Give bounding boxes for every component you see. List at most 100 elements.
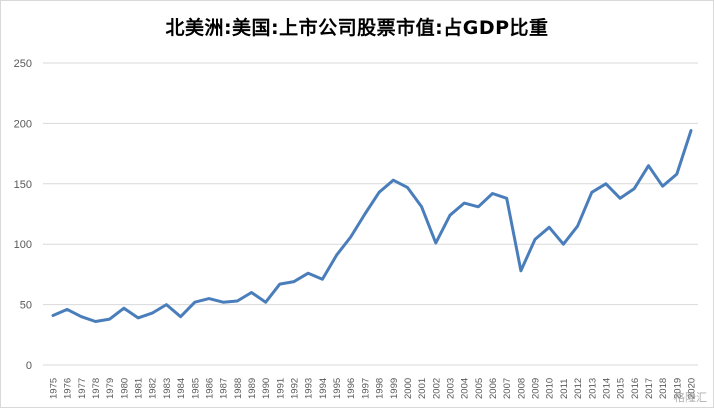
x-tick-label: 1978 [91,378,102,399]
data-point [463,201,466,205]
data-point [533,238,537,241]
x-tick-label: 2014 [601,378,612,399]
x-tick-label: 1981 [134,378,145,399]
data-point [576,224,579,228]
data-point [519,269,523,272]
x-tick-label: 1996 [346,378,357,399]
x-tick-label: 2008 [516,378,527,399]
data-point [193,301,196,304]
x-tick-label: 2002 [431,378,442,399]
data-point [590,191,593,194]
x-tick-label: 1979 [105,378,116,399]
series-line [51,129,693,323]
x-tick-label: 1976 [63,378,74,399]
x-tick-label: 1991 [275,378,286,399]
data-point [236,299,239,303]
data-point [264,301,267,304]
x-tick-label: 1992 [290,378,301,399]
x-tick-label: 2020 [687,378,698,399]
x-tick-label: 1986 [204,378,215,399]
x-tick-label: 2012 [573,378,584,399]
x-tick-label: 1988 [233,378,244,399]
x-tick-label: 2019 [672,378,683,399]
data-point [94,320,97,323]
y-tick-label: 50 [20,300,32,312]
x-tick-label: 2016 [630,378,641,399]
data-point [604,182,608,185]
gridlines [43,62,698,366]
x-tick-label: 1983 [162,378,173,399]
x-tick-label: 1993 [304,378,315,399]
data-point [434,241,437,245]
data-point [363,212,367,216]
x-tick-label: 1994 [318,378,329,399]
data-point [349,235,352,239]
data-point [392,179,395,182]
x-tick-label: 2004 [460,378,471,399]
x-axis-ticks: 1975 1976 1977 1978 1979 1980 1981 1982 1983 1984… [49,378,698,399]
data-point [335,253,338,257]
data-point [165,303,168,306]
y-axis-ticks: 0 50 100 150 200 250 [14,58,32,372]
x-tick-label: 1980 [119,378,130,399]
x-tick-label: 1990 [261,378,272,399]
x-tick-label: 1989 [247,378,258,399]
data-point [80,315,83,318]
data-point [618,197,622,200]
x-tick-label: 2000 [403,378,414,399]
data-point [66,308,69,311]
data-point [136,316,140,320]
data-point [278,282,281,286]
x-tick-label: 1987 [219,378,230,399]
x-tick-label: 1998 [375,378,386,399]
x-tick-label: 2006 [488,378,499,399]
x-tick-label: 2009 [531,378,542,399]
x-tick-label: 2007 [502,378,513,399]
watermark-logo: 格隆汇 [674,391,707,404]
x-tick-label: 1977 [77,378,88,399]
y-tick-label: 0 [26,360,32,372]
data-point [562,243,565,246]
chart-title: 北美洲:美国:上市公司股票市值:占GDP比重 [165,17,549,39]
x-tick-label: 2010 [545,378,556,399]
x-tick-label: 2018 [658,378,669,399]
data-point [675,172,678,176]
x-tick-label: 1997 [360,378,371,399]
data-point [406,186,409,189]
x-tick-label: 2013 [587,378,598,399]
data-point [548,226,551,229]
x-tick-label: 1984 [176,378,187,399]
data-point [292,280,296,283]
data-point [151,311,154,315]
data-point [307,272,310,275]
data-point [477,205,480,208]
y-tick-label: 150 [14,179,32,191]
data-point [207,297,211,300]
x-tick-label: 1975 [49,378,60,399]
data-point [377,191,381,194]
data-point [689,129,693,132]
data-point [122,307,126,310]
y-tick-label: 100 [14,239,32,251]
x-tick-label: 2005 [474,378,485,399]
x-tick-label: 1999 [389,378,400,399]
data-point [491,192,494,195]
x-tick-label: 2011 [559,379,570,399]
data-point [420,205,423,208]
y-tick-label: 250 [14,58,32,70]
data-point [250,291,253,294]
data-point [321,278,324,281]
data-point [448,214,452,217]
data-point [633,187,636,190]
data-point [179,315,182,318]
x-tick-label: 2001 [417,378,428,399]
data-point [221,301,225,304]
y-tick-label: 200 [14,118,32,130]
series-layer [51,129,693,323]
x-tick-label: 1995 [332,378,343,399]
data-point [51,314,55,317]
x-tick-label: 2017 [644,378,655,399]
data-point [505,197,508,200]
